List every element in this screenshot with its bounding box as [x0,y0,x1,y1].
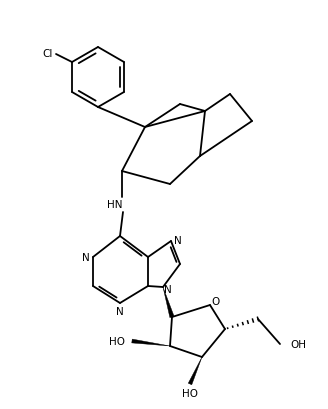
Text: N: N [164,284,172,294]
Polygon shape [132,339,170,346]
Text: N: N [174,236,182,245]
Text: N: N [82,252,90,262]
Text: HO: HO [109,336,125,346]
Polygon shape [188,357,202,385]
Text: HN: HN [107,200,123,209]
Text: O: O [212,296,220,306]
Polygon shape [163,287,174,318]
Text: Cl: Cl [43,49,53,59]
Text: HO: HO [182,388,198,398]
Text: OH: OH [290,339,306,349]
Text: N: N [116,306,124,316]
